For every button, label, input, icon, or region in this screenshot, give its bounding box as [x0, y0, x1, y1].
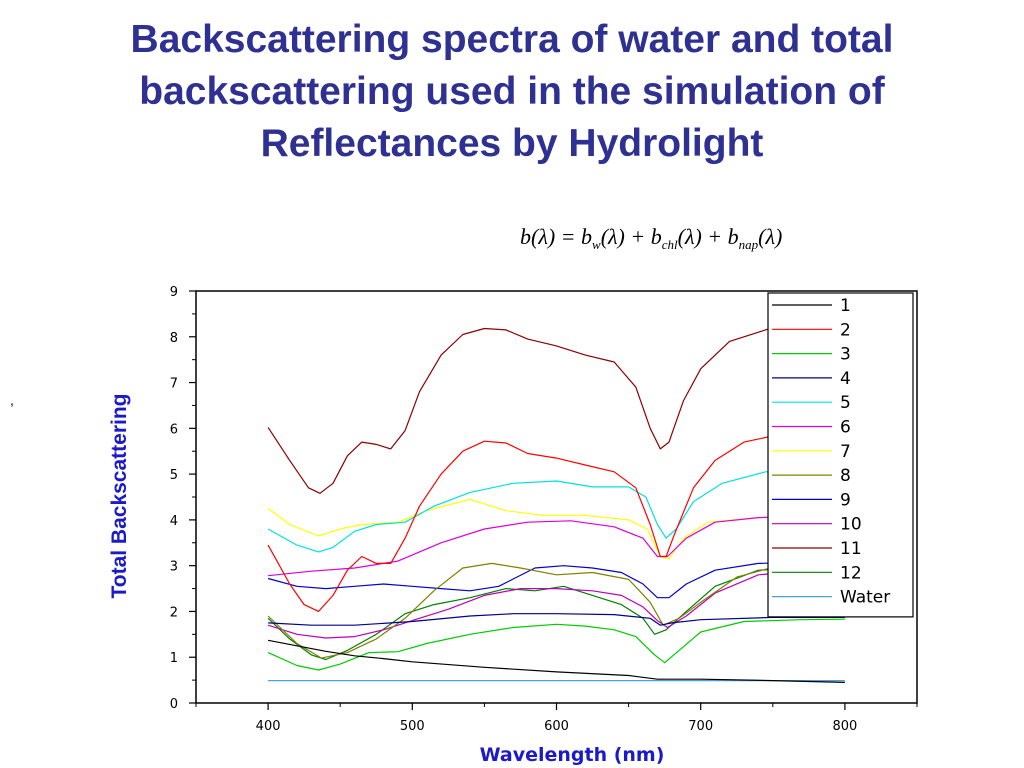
series-line-10 — [267, 567, 845, 639]
legend-label: 11 — [840, 539, 862, 559]
legend-label: 9 — [840, 490, 851, 510]
series-line-2 — [267, 425, 845, 612]
backscattering-formula: b(λ) = bw(λ) + bchl(λ) + bnap(λ) — [520, 224, 783, 252]
series-line-8 — [267, 562, 845, 659]
y-tick-label: 7 — [170, 377, 178, 392]
y-tick-label: 6 — [170, 422, 178, 437]
x-tick-label: 500 — [400, 719, 425, 734]
y-tick-label: 1 — [170, 651, 178, 666]
legend-label: 6 — [840, 418, 851, 438]
legend-label: 2 — [840, 320, 851, 340]
y-tick-label: 9 — [170, 285, 178, 300]
chart-series-lines — [267, 322, 845, 683]
legend-label: 5 — [840, 393, 851, 413]
y-tick-label: 8 — [170, 331, 178, 346]
x-axis-title: Wavelength (nm) — [479, 744, 665, 766]
slide-title: Backscattering spectra of water and tota… — [130, 18, 894, 165]
y-tick-label: 4 — [170, 514, 178, 529]
series-line-3 — [267, 618, 845, 671]
legend-label: Water — [840, 588, 890, 608]
legend-label: 8 — [840, 466, 851, 486]
series-line-4 — [268, 613, 845, 626]
legend-label: 1 — [840, 296, 851, 316]
series-line-5 — [267, 468, 845, 553]
legend-label: 3 — [840, 345, 851, 365]
y-tick-label: 2 — [170, 605, 178, 620]
x-tick-label: 700 — [688, 719, 713, 734]
x-tick-label: 600 — [544, 719, 569, 734]
legend-label: 4 — [840, 369, 851, 389]
x-tick-label: 800 — [832, 719, 857, 734]
legend-label: 10 — [840, 515, 862, 535]
y-tick-label: 5 — [170, 468, 178, 483]
stray-comma: , — [10, 392, 14, 408]
legend-label: 7 — [840, 442, 851, 462]
legend-box — [767, 292, 914, 618]
series-line-9 — [267, 560, 845, 599]
y-tick-label: 0 — [170, 697, 178, 712]
series-line-12 — [267, 565, 845, 661]
y-tick-label: 3 — [170, 560, 178, 575]
series-line-11 — [267, 322, 845, 494]
series-line-1 — [267, 639, 845, 683]
legend-label: 12 — [840, 563, 862, 583]
x-tick-label: 400 — [256, 719, 281, 734]
series-line-7 — [267, 498, 845, 560]
series-line-6 — [268, 514, 845, 577]
